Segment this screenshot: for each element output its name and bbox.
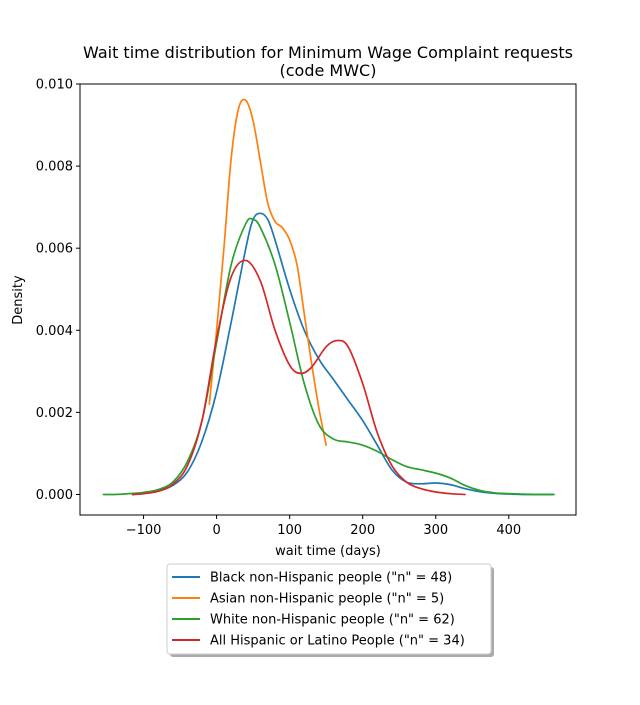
series-line-0: [131, 212, 554, 496]
y-axis-title: Density: [11, 275, 26, 325]
x-tick-label: 0: [212, 523, 220, 538]
x-tick-label: 400: [496, 523, 521, 538]
y-tick-label: 0.002: [36, 406, 73, 421]
chart-title-line2: (code MWC): [280, 61, 377, 80]
legend-label-0: Black non-Hispanic people ("n" = 48): [210, 571, 452, 586]
legend-box: [166, 563, 492, 655]
legend: Black non-Hispanic people ("n" = 48) Asia…: [166, 563, 494, 657]
y-tick-label: 0.010: [36, 78, 73, 93]
y-tick-label: 0.000: [36, 488, 73, 503]
y-tick-label: 0.006: [36, 242, 73, 257]
plot-lines: [102, 98, 555, 496]
legend-label-3: All Hispanic or Latino People ("n" = 34): [210, 634, 465, 649]
x-axis-title: wait time (days): [275, 544, 381, 559]
legend-items: Black non-Hispanic people ("n" = 48) Asia…: [172, 571, 465, 649]
x-axis-ticks: −100 0 100 200 300 400: [126, 515, 521, 538]
y-tick-label: 0.008: [36, 160, 73, 175]
x-tick-label: 100: [277, 523, 302, 538]
chart-title-line1: Wait time distribution for Minimum Wage …: [83, 43, 573, 62]
y-tick-label: 0.004: [36, 324, 73, 339]
series-line-3: [131, 259, 466, 496]
plot-frame: [79, 83, 577, 516]
x-tick-label: 300: [423, 523, 448, 538]
series-line-2: [102, 217, 555, 496]
x-tick-label: −100: [126, 523, 162, 538]
legend-label-1: Asian non-Hispanic people ("n" = 5): [210, 592, 444, 607]
y-axis-ticks: 0.000 0.002 0.004 0.006 0.008 0.010: [36, 78, 80, 503]
x-tick-label: 200: [350, 523, 375, 538]
legend-label-2: White non-Hispanic people ("n" = 62): [210, 613, 455, 628]
series-line-1: [208, 98, 328, 447]
